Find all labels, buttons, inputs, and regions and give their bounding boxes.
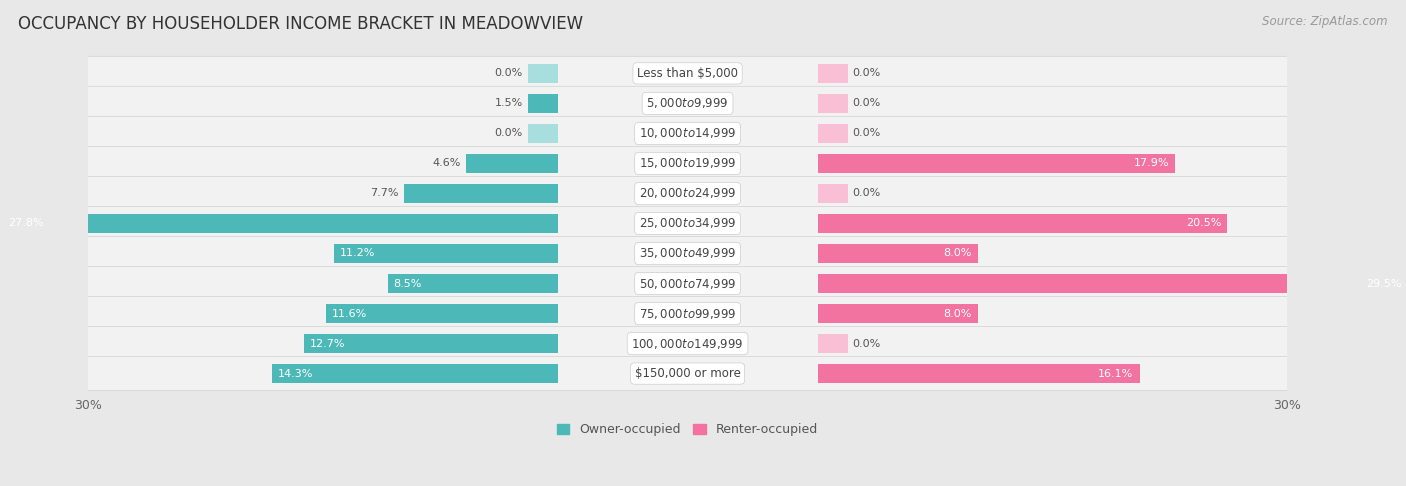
Text: 0.0%: 0.0% xyxy=(495,128,523,139)
Text: 0.0%: 0.0% xyxy=(852,189,880,198)
Text: $75,000 to $99,999: $75,000 to $99,999 xyxy=(638,307,737,321)
Bar xyxy=(817,184,848,203)
FancyBboxPatch shape xyxy=(79,236,1296,271)
Bar xyxy=(527,64,558,83)
Text: 0.0%: 0.0% xyxy=(852,339,880,348)
Text: 12.7%: 12.7% xyxy=(309,339,344,348)
FancyBboxPatch shape xyxy=(79,176,1296,210)
Bar xyxy=(817,304,977,323)
FancyBboxPatch shape xyxy=(79,327,1296,361)
Text: $100,000 to $149,999: $100,000 to $149,999 xyxy=(631,336,744,350)
Text: $25,000 to $34,999: $25,000 to $34,999 xyxy=(638,216,737,230)
FancyBboxPatch shape xyxy=(79,116,1296,151)
FancyBboxPatch shape xyxy=(79,146,1296,181)
Bar xyxy=(1,214,558,233)
Bar xyxy=(817,154,1175,173)
FancyBboxPatch shape xyxy=(79,296,1296,330)
Text: $5,000 to $9,999: $5,000 to $9,999 xyxy=(647,96,728,110)
Bar xyxy=(817,214,1227,233)
Bar xyxy=(817,364,1139,383)
Text: 7.7%: 7.7% xyxy=(370,189,399,198)
Bar xyxy=(817,274,1406,293)
Text: 1.5%: 1.5% xyxy=(495,98,523,108)
Text: Source: ZipAtlas.com: Source: ZipAtlas.com xyxy=(1263,15,1388,28)
Bar xyxy=(527,124,558,143)
Text: 0.0%: 0.0% xyxy=(495,69,523,78)
Bar xyxy=(817,244,977,263)
Text: $150,000 or more: $150,000 or more xyxy=(634,367,741,380)
Text: 8.5%: 8.5% xyxy=(394,278,422,289)
Bar xyxy=(527,94,558,113)
Bar xyxy=(271,364,558,383)
Legend: Owner-occupied, Renter-occupied: Owner-occupied, Renter-occupied xyxy=(553,418,823,441)
Text: 0.0%: 0.0% xyxy=(852,128,880,139)
Text: 20.5%: 20.5% xyxy=(1187,219,1222,228)
Text: 17.9%: 17.9% xyxy=(1135,158,1170,169)
Text: $20,000 to $24,999: $20,000 to $24,999 xyxy=(638,187,737,200)
Bar xyxy=(388,274,558,293)
Text: 4.6%: 4.6% xyxy=(432,158,461,169)
Text: 29.5%: 29.5% xyxy=(1367,278,1402,289)
Bar xyxy=(817,334,848,353)
Text: Less than $5,000: Less than $5,000 xyxy=(637,67,738,80)
Text: 0.0%: 0.0% xyxy=(852,98,880,108)
Text: 27.8%: 27.8% xyxy=(7,219,44,228)
Bar xyxy=(304,334,558,353)
FancyBboxPatch shape xyxy=(79,356,1296,391)
Bar xyxy=(817,94,848,113)
Bar xyxy=(817,64,848,83)
Text: 11.6%: 11.6% xyxy=(332,309,367,318)
Bar xyxy=(817,124,848,143)
Text: 8.0%: 8.0% xyxy=(943,248,972,259)
Bar xyxy=(465,154,558,173)
Text: 0.0%: 0.0% xyxy=(852,69,880,78)
Text: OCCUPANCY BY HOUSEHOLDER INCOME BRACKET IN MEADOWVIEW: OCCUPANCY BY HOUSEHOLDER INCOME BRACKET … xyxy=(18,15,583,33)
FancyBboxPatch shape xyxy=(79,266,1296,301)
Text: $50,000 to $74,999: $50,000 to $74,999 xyxy=(638,277,737,291)
Bar xyxy=(326,304,558,323)
Bar xyxy=(404,184,558,203)
FancyBboxPatch shape xyxy=(79,87,1296,121)
Text: $35,000 to $49,999: $35,000 to $49,999 xyxy=(638,246,737,260)
FancyBboxPatch shape xyxy=(79,56,1296,90)
Text: 16.1%: 16.1% xyxy=(1098,368,1133,379)
Text: $10,000 to $14,999: $10,000 to $14,999 xyxy=(638,126,737,140)
Text: 14.3%: 14.3% xyxy=(277,368,314,379)
FancyBboxPatch shape xyxy=(79,207,1296,241)
Text: $15,000 to $19,999: $15,000 to $19,999 xyxy=(638,156,737,171)
Text: 8.0%: 8.0% xyxy=(943,309,972,318)
Text: 11.2%: 11.2% xyxy=(340,248,375,259)
Bar xyxy=(333,244,558,263)
